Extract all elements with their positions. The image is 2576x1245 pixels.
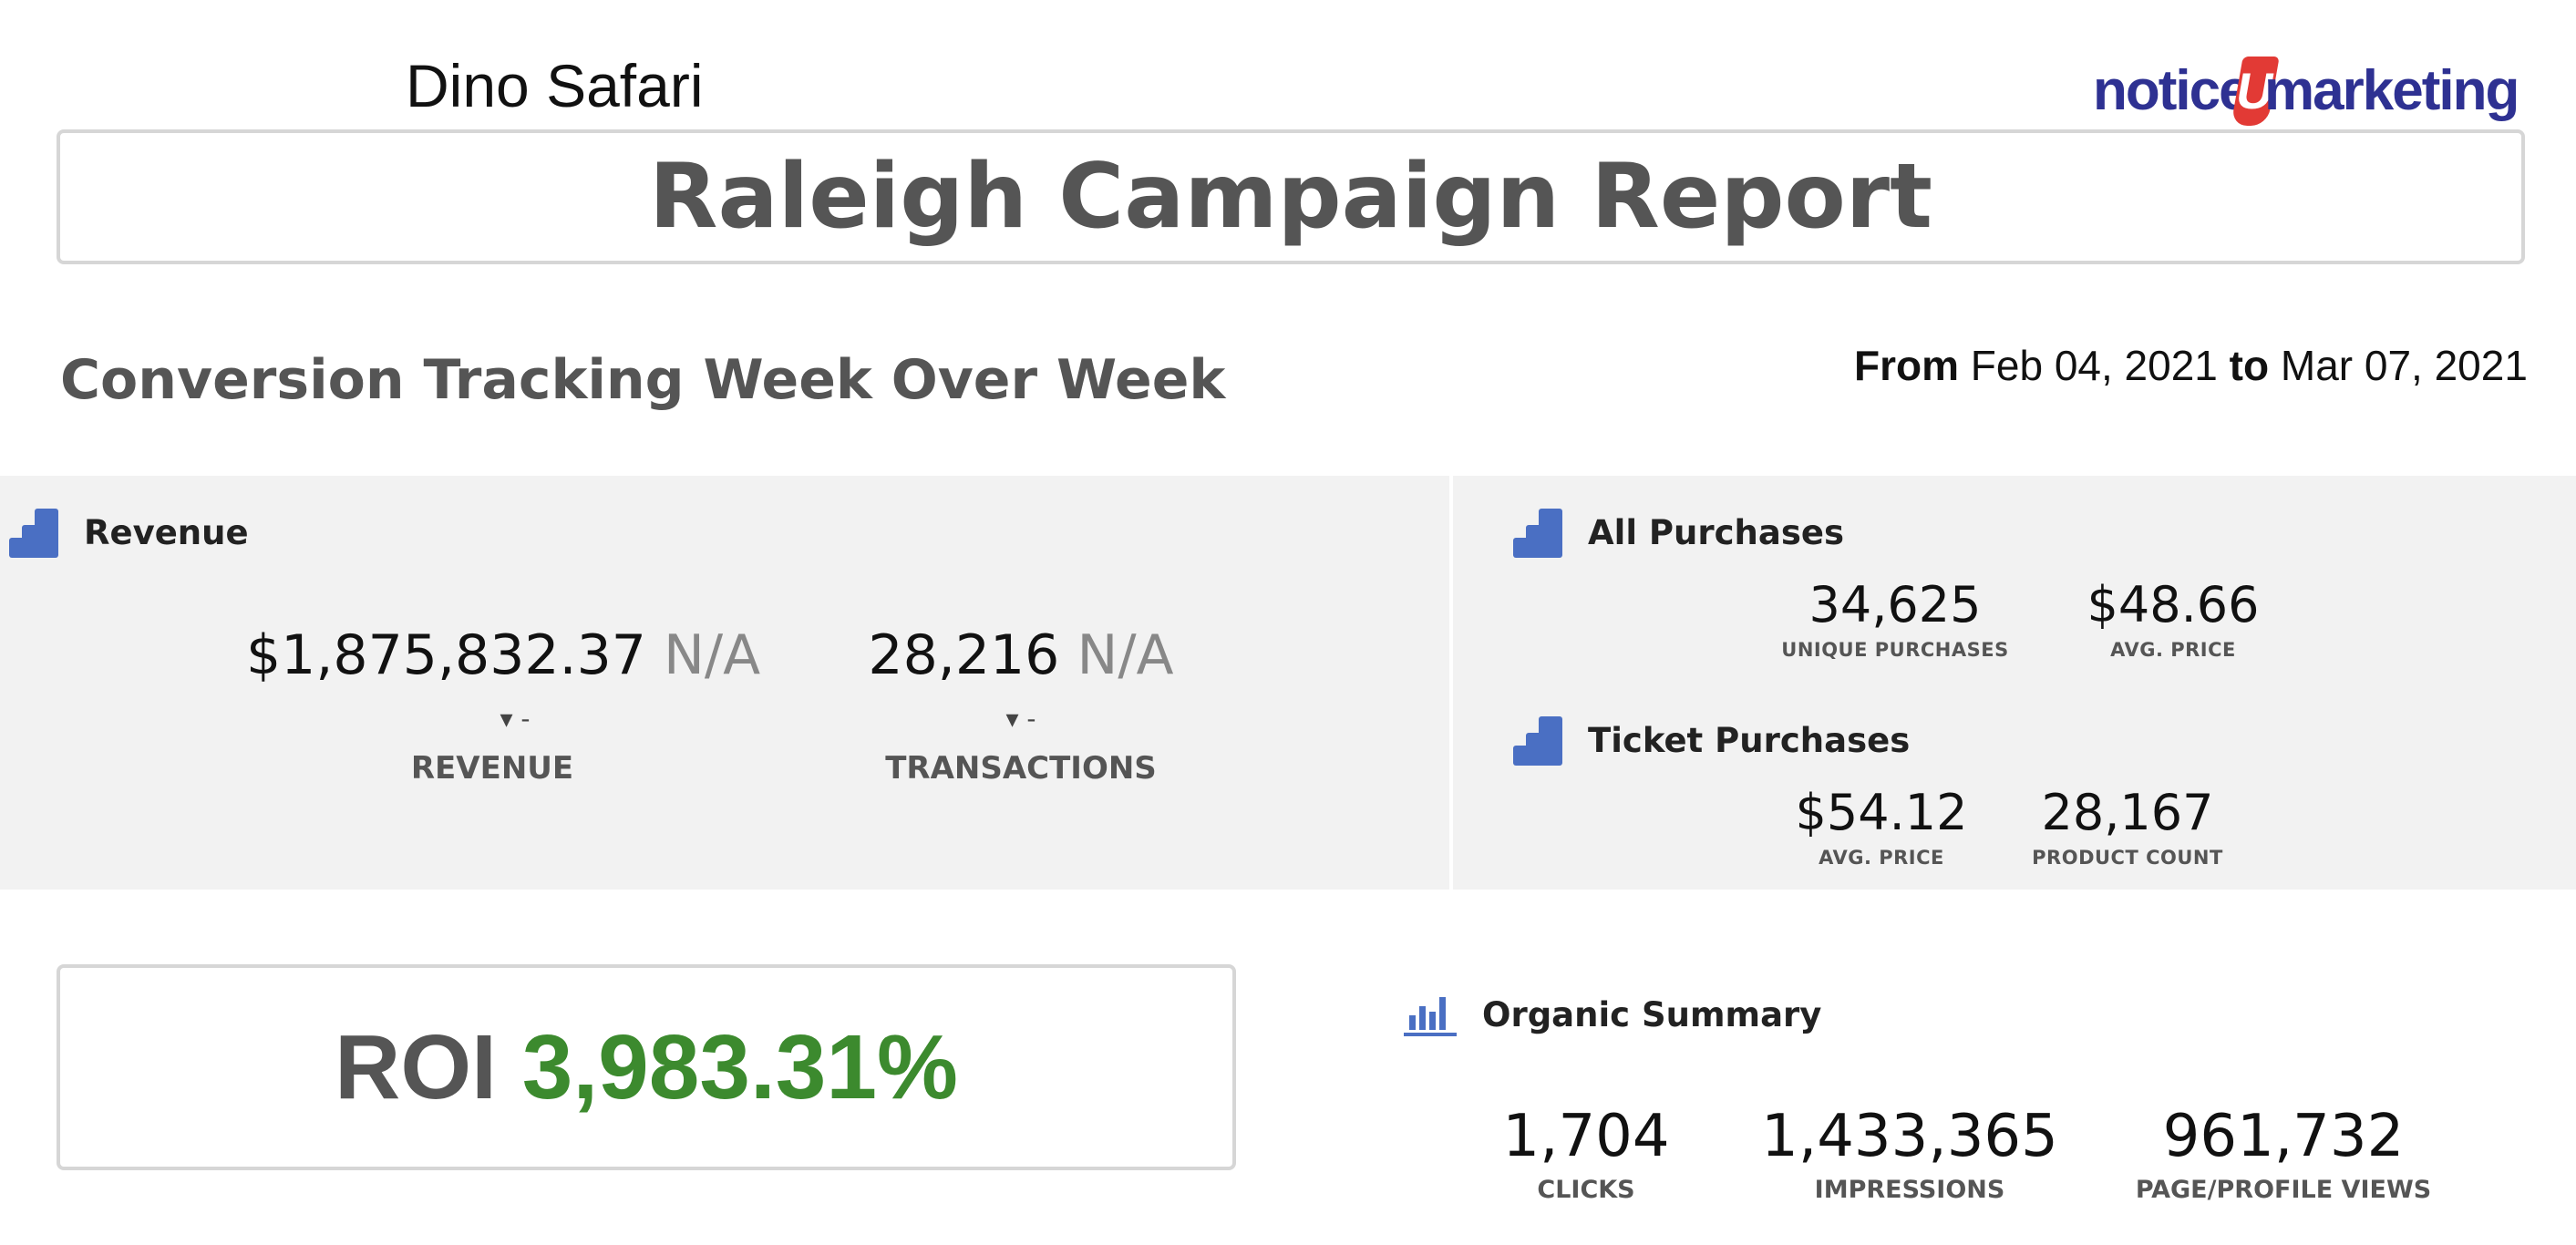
- transactions-delta: ▾ -: [829, 704, 1212, 734]
- bar-steps-icon: [1513, 509, 1562, 558]
- caret-down-icon: ▾: [1005, 704, 1019, 734]
- ticket-purchases-header: Ticket Purchases: [1513, 715, 1910, 766]
- page-views-value: 961,732: [2162, 1103, 2405, 1170]
- product-count-metric: 28,167 PRODUCT COUNT: [2018, 784, 2237, 869]
- all-avg-price-value: $48.66: [2087, 576, 2260, 633]
- ticket-purchases-title: Ticket Purchases: [1588, 720, 1911, 760]
- report-title: Raleigh Campaign Report: [649, 145, 1932, 249]
- transactions-delta-value: -: [1026, 704, 1036, 734]
- revenue-panel: Revenue $1,875,832.37 N/A ▾ - REVENUE 28…: [0, 476, 1449, 890]
- caret-down-icon: ▾: [500, 704, 513, 734]
- revenue-value-row: $1,875,832.37 N/A: [246, 623, 760, 687]
- revenue-value: $1,875,832.37: [246, 623, 646, 687]
- revenue-metric: $1,875,832.37 N/A ▾ - REVENUE: [246, 623, 760, 787]
- bar-steps-icon: [1513, 716, 1562, 766]
- all-avg-price-caption: AVG. PRICE: [2110, 639, 2236, 661]
- transactions-value: 28,216: [868, 623, 1060, 687]
- date-from-label: From: [1854, 342, 1959, 389]
- logo-text-marketing: marketing: [2264, 59, 2519, 122]
- product-count-value: 28,167: [2041, 784, 2214, 841]
- date-range: From Feb 04, 2021 to Mar 07, 2021: [1854, 341, 2528, 390]
- roi-box: ROI 3,983.31%: [57, 964, 1236, 1170]
- client-name: Dino Safari: [406, 52, 704, 119]
- revenue-caption: REVENUE: [410, 750, 574, 787]
- agency-logo: notice U marketing: [2093, 47, 2527, 131]
- section-title: Conversion Tracking Week Over Week: [60, 348, 1226, 412]
- transactions-compare: N/A: [1077, 623, 1174, 687]
- all-purchases-header: All Purchases: [1513, 507, 1844, 558]
- transactions-caption: TRANSACTIONS: [885, 750, 1157, 787]
- date-to: Mar 07, 2021: [2280, 342, 2528, 389]
- ticket-avg-price-value: $54.12: [1795, 784, 1968, 841]
- bar-steps-icon: [9, 509, 58, 558]
- clicks-value: 1,704: [1502, 1103, 1670, 1170]
- unique-purchases-caption: UNIQUE PURCHASES: [1781, 639, 2009, 661]
- impressions-caption: IMPRESSIONS: [1814, 1176, 2005, 1204]
- ticket-avg-price-metric: $54.12 AVG. PRICE: [1772, 784, 1991, 869]
- date-from: Feb 04, 2021: [1970, 342, 2218, 389]
- ticket-avg-price-caption: AVG. PRICE: [1819, 847, 1944, 869]
- page-views-metric: 961,732 PAGE/PROFILE VIEWS: [2124, 1103, 2443, 1204]
- logo-text-notice: notice: [2093, 59, 2251, 122]
- all-purchases-title: All Purchases: [1588, 512, 1844, 552]
- clicks-caption: CLICKS: [1537, 1176, 1635, 1204]
- transactions-value-row: 28,216 N/A: [829, 623, 1212, 687]
- roi-label: ROI: [335, 1015, 497, 1118]
- organic-summary-header: Organic Summary: [1404, 992, 1821, 1037]
- impressions-metric: 1,433,365 IMPRESSIONS: [1741, 1103, 2078, 1204]
- purchases-panel: All Purchases 34,625 UNIQUE PURCHASES $4…: [1453, 476, 2576, 890]
- report-title-box: Raleigh Campaign Report: [57, 129, 2525, 264]
- roi-value: 3,983.31%: [521, 1015, 958, 1118]
- impressions-value: 1,433,365: [1761, 1103, 2058, 1170]
- revenue-delta: ▾ -: [283, 704, 747, 734]
- unique-purchases-metric: 34,625 UNIQUE PURCHASES: [1763, 576, 2027, 661]
- all-avg-price-metric: $48.66 AVG. PRICE: [2073, 576, 2273, 661]
- roi-text: ROI 3,983.31%: [335, 1015, 958, 1120]
- organic-summary-title: Organic Summary: [1482, 994, 1822, 1034]
- clicks-metric: 1,704 CLICKS: [1458, 1103, 1714, 1204]
- unique-purchases-value: 34,625: [1808, 576, 1982, 633]
- page-views-caption: PAGE/PROFILE VIEWS: [2135, 1176, 2432, 1204]
- date-to-label: to: [2229, 342, 2270, 389]
- product-count-caption: PRODUCT COUNT: [2032, 847, 2223, 869]
- bar-chart-icon: [1404, 997, 1457, 1036]
- revenue-compare: N/A: [664, 623, 761, 687]
- transactions-metric: 28,216 N/A ▾ - TRANSACTIONS: [829, 623, 1212, 787]
- revenue-delta-value: -: [520, 704, 531, 734]
- revenue-card-title: Revenue: [84, 512, 249, 552]
- revenue-card-header: Revenue: [9, 507, 249, 558]
